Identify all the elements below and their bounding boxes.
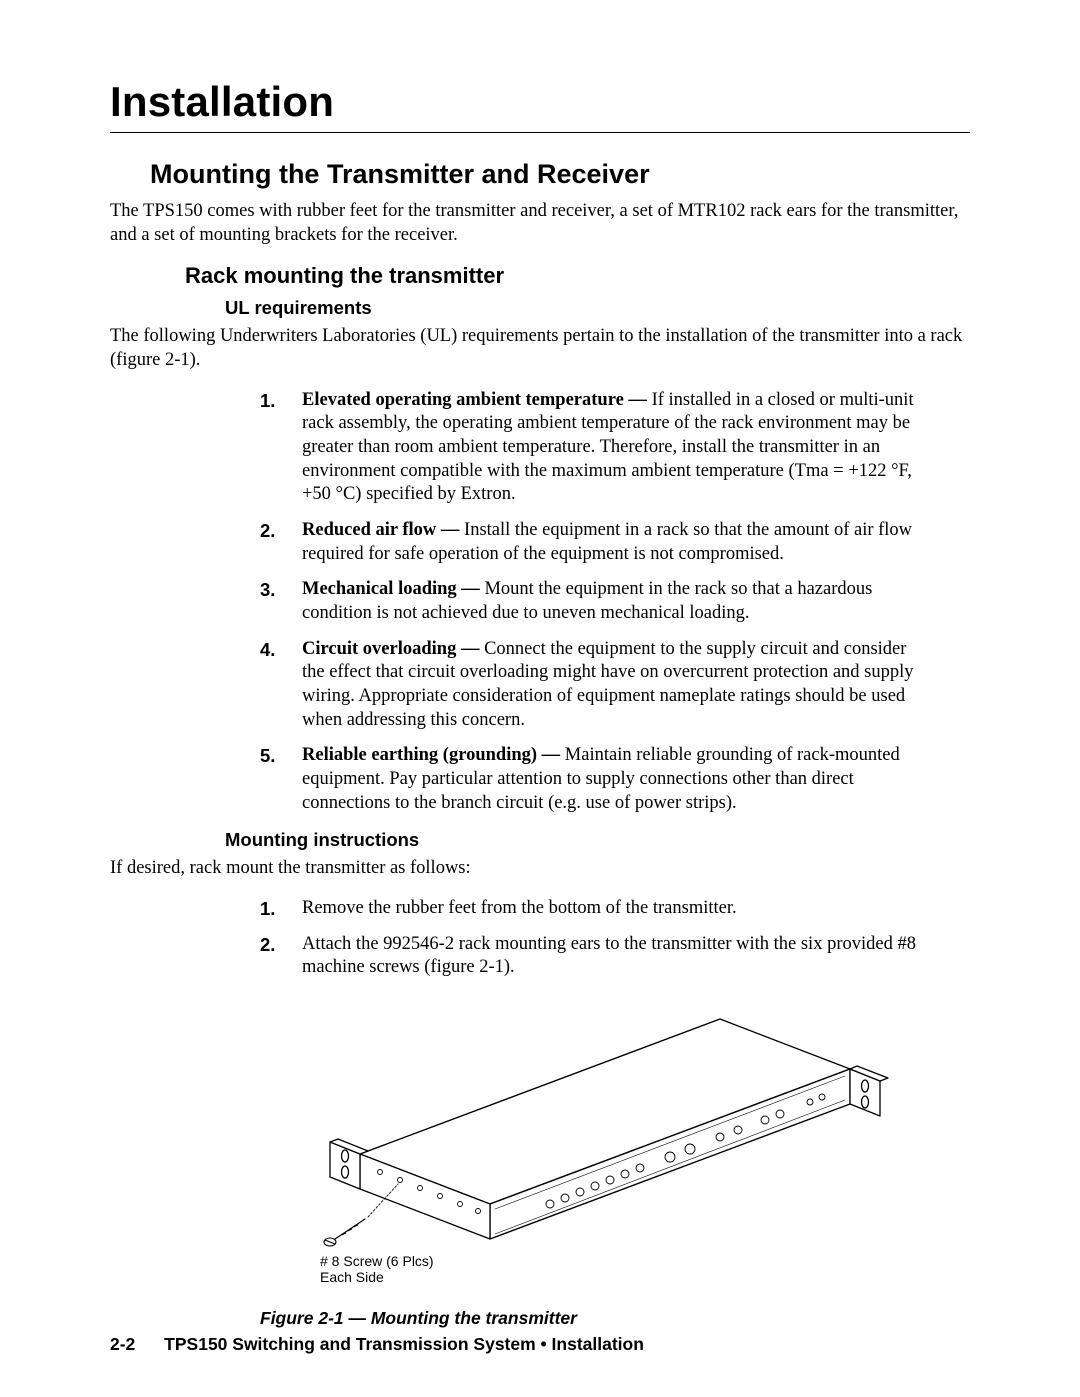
intro-paragraph: The TPS150 comes with rubber feet for th… <box>110 200 970 247</box>
list-item-lead: Mechanical loading — <box>302 579 484 599</box>
figure-callout-line1: # 8 Screw (6 Plcs) <box>320 1253 434 1269</box>
mounting-steps-list: Remove the rubber feet from the bottom o… <box>260 897 930 980</box>
figure-2-1: # 8 Screw (6 Plcs) Each Side Figure 2-1 … <box>260 994 930 1329</box>
list-item: Remove the rubber feet from the bottom o… <box>260 897 930 921</box>
manual-page: Installation Mounting the Transmitter an… <box>0 0 1080 1397</box>
figure-caption: Figure 2-1 — Mounting the transmitter <box>260 1308 930 1329</box>
list-item-lead: Elevated operating ambient temperature — <box>302 390 652 410</box>
transmitter-diagram-icon: # 8 Screw (6 Plcs) Each Side <box>290 994 900 1289</box>
mounting-instructions-heading: Mounting instructions <box>225 829 970 851</box>
page-number: 2-2 <box>110 1334 135 1354</box>
list-item-text: Attach the 992546-2 rack mounting ears t… <box>302 934 916 978</box>
ul-requirements-list: Elevated operating ambient temperature —… <box>260 389 930 816</box>
list-item-lead: Reduced air flow — <box>302 520 464 540</box>
list-item: Circuit overloading — Connect the equipm… <box>260 638 930 733</box>
list-item: Elevated operating ambient temperature —… <box>260 389 930 507</box>
list-item: Reduced air flow — Install the equipment… <box>260 519 930 566</box>
list-item-text: Remove the rubber feet from the bottom o… <box>302 898 737 918</box>
footer-text: TPS150 Switching and Transmission System… <box>164 1334 644 1354</box>
ul-requirements-heading: UL requirements <box>225 297 970 319</box>
page-footer: 2-2 TPS150 Switching and Transmission Sy… <box>110 1334 644 1355</box>
figure-callout-line2: Each Side <box>320 1269 384 1285</box>
subsection-title: Rack mounting the transmitter <box>185 263 970 289</box>
list-item-lead: Reliable earthing (grounding) — <box>302 745 565 765</box>
list-item-lead: Circuit overloading — <box>302 639 484 659</box>
list-item: Attach the 992546-2 rack mounting ears t… <box>260 933 930 980</box>
list-item: Reliable earthing (grounding) — Maintain… <box>260 744 930 815</box>
ul-intro-paragraph: The following Underwriters Laboratories … <box>110 325 970 372</box>
mounting-intro-paragraph: If desired, rack mount the transmitter a… <box>110 857 970 881</box>
chapter-title: Installation <box>110 78 970 126</box>
section-title: Mounting the Transmitter and Receiver <box>150 159 970 190</box>
list-item: Mechanical loading — Mount the equipment… <box>260 578 930 625</box>
title-rule <box>110 132 970 133</box>
